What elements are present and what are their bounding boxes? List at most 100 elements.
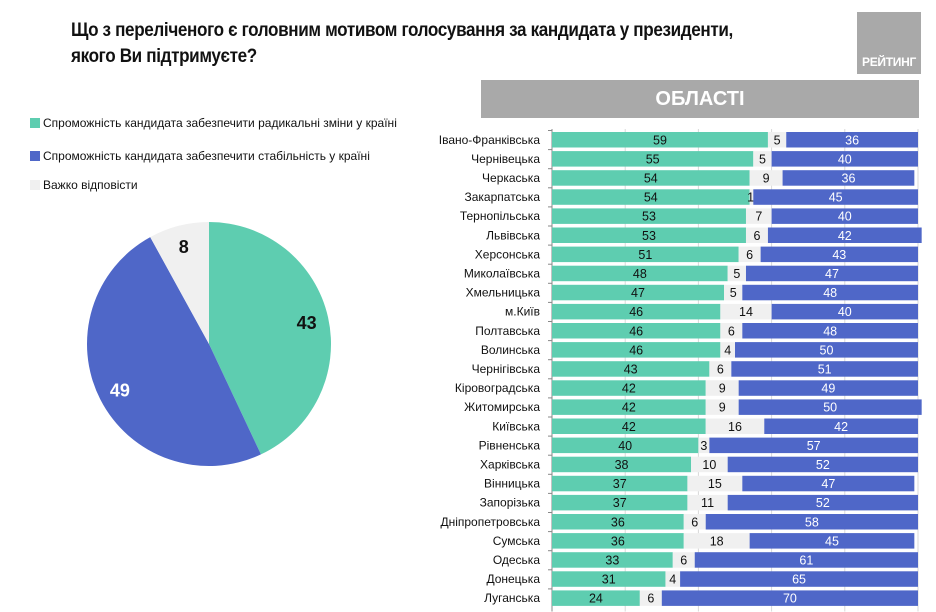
value-label-radical: 42 <box>622 420 636 434</box>
value-label-radical: 47 <box>631 286 645 300</box>
value-label-radical: 48 <box>633 267 647 281</box>
value-label-hard: 4 <box>724 343 731 357</box>
bar-segment-radical <box>552 552 673 568</box>
bar-row: м.Київ 46 14 40 <box>505 301 918 320</box>
bar-segment-radical <box>552 456 692 473</box>
bar-segment-hard <box>749 170 783 186</box>
category-label: Закарпатська <box>465 190 541 204</box>
value-label-radical: 31 <box>602 573 616 587</box>
category-label: Рівненська <box>479 438 541 452</box>
value-label-stability: 61 <box>799 553 813 567</box>
value-label-stability: 58 <box>805 515 819 529</box>
bar-segment-stability <box>771 303 918 320</box>
bar-segment-hard <box>720 303 772 320</box>
category-label: Кіровоградська <box>455 381 540 395</box>
bar-segment-hard <box>749 189 754 205</box>
value-label-stability: 52 <box>816 496 830 510</box>
value-label-stability: 52 <box>816 458 830 472</box>
bar-segment-hard <box>705 399 739 415</box>
value-label-hard: 5 <box>730 286 737 300</box>
bar-segment-radical <box>552 590 640 606</box>
bar-row: Кіровоградська 42 9 49 <box>455 378 918 396</box>
category-label: Миколаївська <box>464 266 541 280</box>
bar-row: Сумська 36 18 45 <box>493 531 915 549</box>
bar-segment-stability <box>764 418 918 434</box>
value-label-hard: 7 <box>755 210 762 224</box>
bar-row: Вінницька 37 15 47 <box>484 473 915 492</box>
category-label: Хмельницька <box>466 286 541 300</box>
bar-segment-radical <box>552 494 688 511</box>
bar-row: Чернівецька 55 5 40 <box>471 149 918 167</box>
bar-segment-hard <box>738 246 761 263</box>
bar-segment-stability <box>738 380 918 396</box>
bar-row: Запорізька 37 11 52 <box>480 492 918 511</box>
value-label-radical: 51 <box>638 248 652 262</box>
value-label-hard: 6 <box>717 362 724 376</box>
value-label-hard: 6 <box>647 592 654 606</box>
value-label-radical: 53 <box>642 210 656 224</box>
legend-swatch-radical <box>30 118 40 128</box>
value-label-hard: 11 <box>701 496 714 510</box>
bar-segment-hard <box>709 361 732 377</box>
value-label-radical: 42 <box>622 382 636 396</box>
bar-row: Черкаська 54 9 36 <box>482 168 915 186</box>
bar-segment-stability <box>735 342 918 358</box>
category-label: Черкаська <box>482 171 540 185</box>
value-label-radical: 24 <box>589 592 603 606</box>
category-label: Львівська <box>486 228 540 242</box>
category-label: Запорізька <box>480 496 541 510</box>
value-label-stability: 40 <box>838 305 852 319</box>
category-label: Донецька <box>486 572 540 586</box>
bar-segment-radical <box>552 418 706 434</box>
category-label: м.Київ <box>505 305 540 319</box>
bar-segment-hard <box>665 571 681 587</box>
category-label: Тернопільська <box>460 209 540 223</box>
bar-segment-hard <box>720 323 743 339</box>
category-label: Луганська <box>484 591 540 605</box>
bar-row: Харківська 38 10 52 <box>480 454 918 473</box>
bar-segment-radical <box>552 342 721 358</box>
title-line-2: якого Ви підтримуєте? <box>71 46 257 67</box>
category-label: Івано-Франківська <box>439 133 541 147</box>
bar-segment-radical <box>552 208 746 224</box>
bar-segment-radical <box>552 303 721 320</box>
pie-slice-radical <box>209 222 331 455</box>
bar-segment-stability <box>742 284 918 301</box>
legend-label: Спроможність кандидата забезпечити радик… <box>43 116 397 130</box>
category-label: Харківська <box>480 457 540 471</box>
value-label-stability: 51 <box>818 362 832 376</box>
category-label: Київська <box>492 419 540 433</box>
value-label-radical: 54 <box>644 171 658 185</box>
bar-segment-hard <box>698 437 710 454</box>
bar-segment-hard <box>724 284 743 301</box>
value-label-hard: 9 <box>763 171 770 185</box>
value-label-hard: 9 <box>719 401 726 415</box>
bar-row: Львівська 53 6 42 <box>486 225 922 243</box>
bar-segment-radical <box>552 361 710 377</box>
bar-segment-stability <box>771 151 918 167</box>
bar-row: Київська 42 16 42 <box>492 416 918 434</box>
value-label-radical: 43 <box>624 362 638 376</box>
value-label-hard: 1 <box>747 191 754 205</box>
value-label-hard: 6 <box>753 229 760 243</box>
value-label-stability: 43 <box>832 248 846 262</box>
bar-row: Полтавська 46 6 48 <box>475 321 918 339</box>
bar-segment-hard <box>687 475 743 492</box>
value-label-stability: 45 <box>825 534 839 548</box>
category-label: Волинська <box>481 343 541 357</box>
bar-segment-hard <box>683 514 706 530</box>
bar-segment-radical <box>552 132 768 148</box>
bar-segment-hard <box>691 456 728 473</box>
value-label-radical: 40 <box>618 439 632 453</box>
legend-swatch-hard <box>30 180 40 190</box>
bar-segment-stability <box>727 456 918 473</box>
bar-row: Закарпатська 54 1 45 <box>465 187 918 205</box>
bar-segment-hard <box>687 494 728 511</box>
bar-row: Луганська 24 6 70 <box>484 588 918 606</box>
value-label-stability: 42 <box>838 229 852 243</box>
value-label-hard: 4 <box>669 573 676 587</box>
bar-segment-stability <box>745 265 918 282</box>
category-label: Житомирська <box>464 400 540 414</box>
value-label-radical: 42 <box>622 401 636 415</box>
value-label-radical: 59 <box>653 133 667 147</box>
